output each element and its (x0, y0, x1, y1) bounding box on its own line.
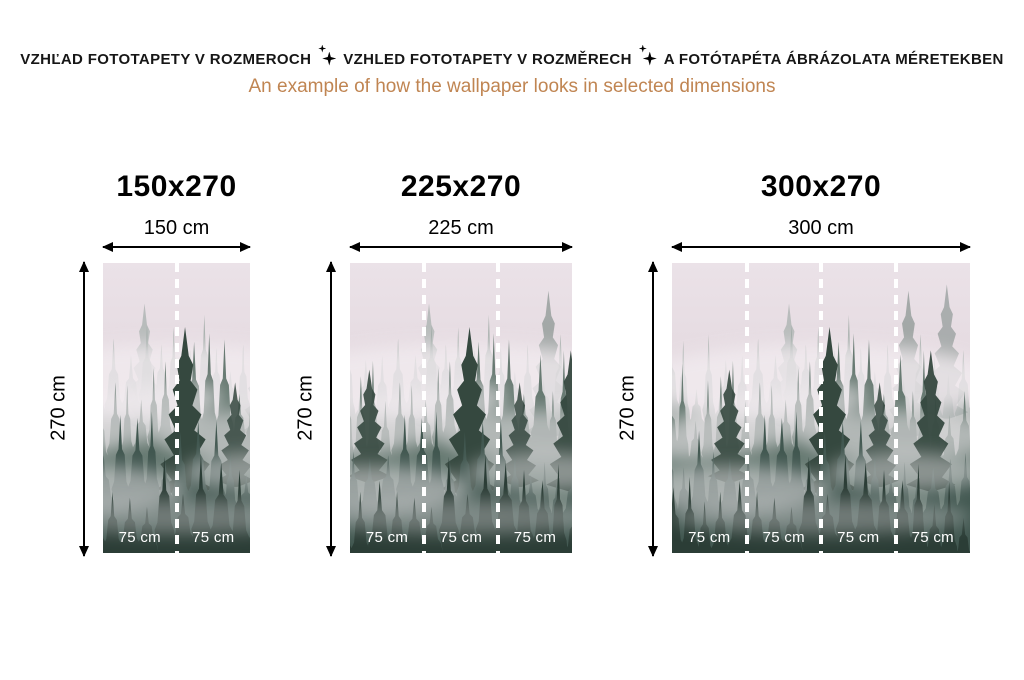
panel-width-label: 75 cm (439, 529, 483, 546)
title-part-czech: VZHLED FOTOTAPETY V ROZMĚRECH (343, 51, 632, 68)
panel-width-label: 75 cm (837, 529, 880, 546)
title-part-slovak: VZHĽAD FOTOTAPETY V ROZMEROCH (20, 51, 312, 68)
height-dimension-arrow-icon (79, 261, 89, 557)
title-part-hungarian: A FOTÓTAPÉTA ÁBRÁZOLATA MÉRETEKBEN (663, 51, 1004, 68)
dimension-figure-225x270: 225x270 225 cm 270 cm 75 cm 75 cm 75 cm (295, 170, 573, 557)
panel-divider-dashed-line (496, 263, 500, 553)
wallpaper-preview-image: 75 cm 75 cm (103, 263, 250, 553)
figure-title: 300x270 (760, 170, 882, 203)
dimension-figure-150x270: 150x270 150 cm 270 cm 75 cm 75 cm (48, 170, 251, 557)
panel-width-label: 75 cm (192, 529, 235, 546)
width-dimension-arrow-icon (102, 242, 251, 252)
panel-width-label: 75 cm (688, 529, 731, 546)
width-value-label: 300 cm (788, 217, 854, 239)
sparkle-icon (318, 44, 337, 67)
panel-width-label: 75 cm (118, 529, 161, 546)
panel-divider-dashed-line (819, 263, 823, 553)
dimension-figure-300x270: 300x270 300 cm 270 cm 75 cm 75 cm 75 cm 75 … (617, 170, 971, 557)
panel-width-label: 75 cm (911, 529, 954, 546)
page-subtitle: An example of how the wallpaper looks in… (248, 76, 776, 97)
height-dimension-arrow-icon (326, 261, 336, 557)
height-dimension-arrow-icon (648, 261, 658, 557)
page-header: VZHĽAD FOTOTAPETY V ROZMEROCH VZHLED FOT… (0, 0, 1024, 98)
page-title: VZHĽAD FOTOTAPETY V ROZMEROCH VZHLED FOT… (0, 44, 1024, 68)
panel-divider-dashed-line (174, 263, 179, 553)
width-dimension-arrow-icon (671, 242, 971, 252)
width-value-label: 225 cm (428, 217, 494, 239)
width-dimension-arrow-icon (349, 242, 573, 252)
panel-width-label: 75 cm (513, 529, 557, 546)
panel-width-label: 75 cm (365, 529, 409, 546)
figure-title: 225x270 (400, 170, 522, 203)
wallpaper-preview-image: 75 cm 75 cm 75 cm 75 cm (672, 263, 970, 553)
panel-divider-dashed-line (893, 263, 898, 553)
panel-divider-dashed-line (421, 263, 426, 553)
foggy-forest-photo (350, 263, 572, 553)
panel-width-label: 75 cm (762, 529, 805, 546)
figure-title: 150x270 (116, 170, 237, 203)
panel-divider-dashed-line (744, 263, 749, 553)
wallpaper-preview-image: 75 cm 75 cm 75 cm (350, 263, 572, 553)
sparkle-icon (638, 44, 657, 67)
width-value-label: 150 cm (143, 217, 210, 239)
